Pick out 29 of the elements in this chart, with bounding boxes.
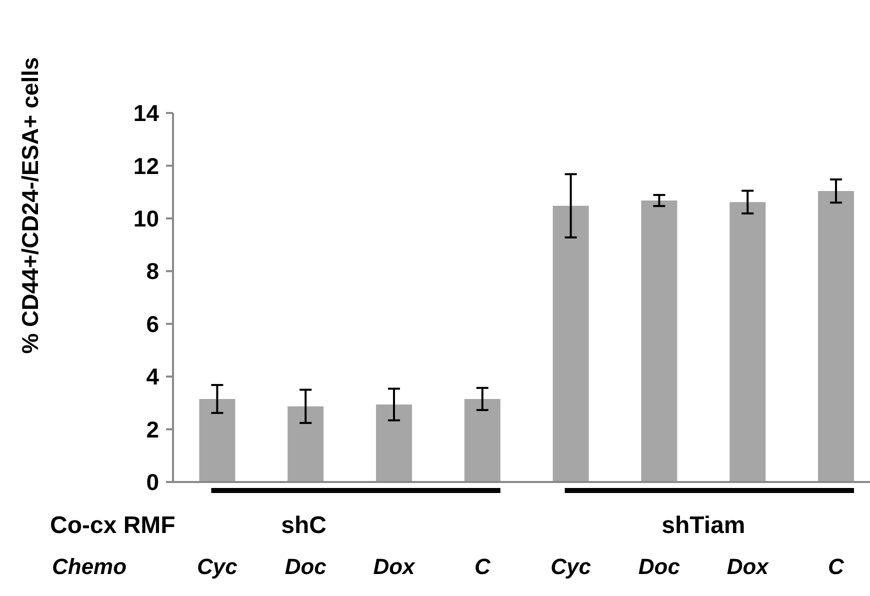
text: shTiam — [662, 512, 746, 539]
bar — [288, 406, 324, 482]
x-tick-label: C — [828, 554, 846, 579]
y-tick-label: 8 — [146, 258, 160, 284]
x-tick-label: Doc — [638, 554, 680, 579]
x-tick-label: Cyc — [197, 554, 238, 579]
bar — [818, 191, 854, 482]
bar — [641, 200, 678, 482]
x-tick-label: Dox — [726, 554, 770, 579]
bar — [464, 398, 500, 482]
x-tick-label: Cyc — [550, 554, 591, 579]
bar — [199, 398, 236, 482]
bar — [552, 206, 589, 482]
bar — [730, 202, 766, 482]
y-tick-label: 0 — [146, 469, 159, 496]
y-tick-label: 2 — [146, 416, 159, 442]
y-axis-title: % CD44+/CD24-/ESA+ cells — [17, 57, 43, 354]
x-tick-label: Dox — [373, 554, 416, 579]
y-tick-label: 14 — [133, 100, 160, 126]
text: Co-cx RMF — [50, 512, 176, 539]
text: shC — [281, 512, 326, 539]
bar — [376, 404, 412, 482]
x-tick-label: Doc — [284, 554, 326, 579]
text: Chemo — [52, 554, 127, 579]
x-tick-label: C — [474, 554, 492, 579]
y-tick-label: 4 — [146, 364, 160, 390]
y-tick-label: 10 — [133, 205, 159, 232]
y-tick-label: 12 — [133, 152, 159, 179]
y-tick-label: 6 — [146, 310, 159, 337]
